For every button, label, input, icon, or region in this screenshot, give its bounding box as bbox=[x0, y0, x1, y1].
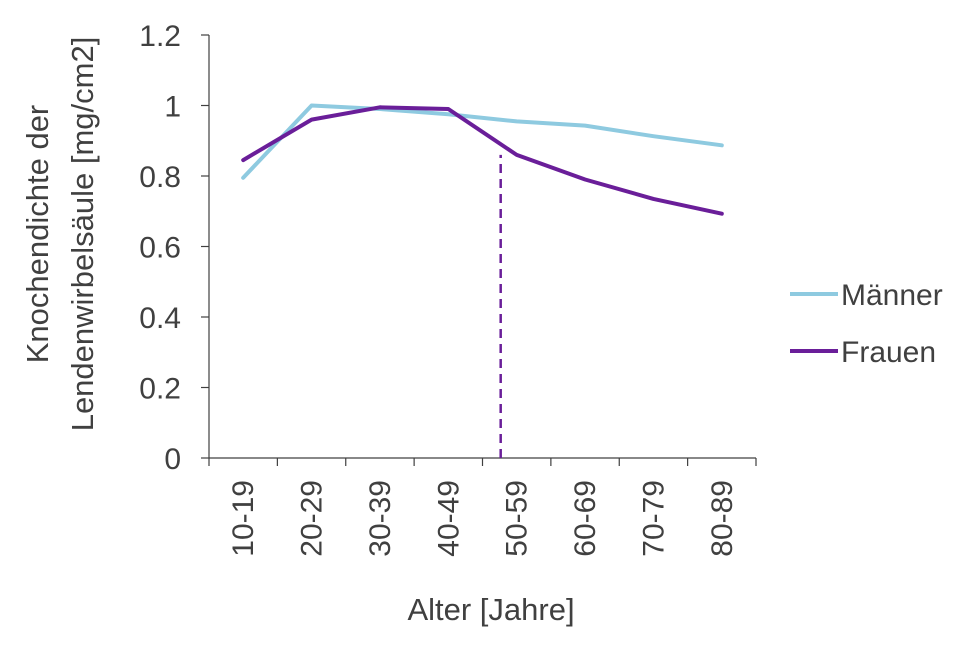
legend: Männer Frauen bbox=[790, 279, 943, 369]
x-tick-label: 40-49 bbox=[432, 480, 465, 557]
y-axis-title-line2: Lendenwirbelsäule [mg/cm2] bbox=[65, 37, 100, 432]
x-axis: 10-19 20-29 30-39 40-49 50-59 60-69 70-79 80-89 bbox=[208, 457, 757, 557]
legend-label: Männer bbox=[841, 279, 943, 312]
y-tick-label: 1.2 bbox=[139, 20, 181, 53]
y-tick-label: 0 bbox=[164, 443, 181, 476]
y-tick-label: 1 bbox=[164, 91, 181, 124]
series-lines bbox=[241, 103, 724, 216]
y-tick-label: 0.6 bbox=[139, 232, 181, 265]
y-axis: 0 0.2 0.4 0.6 0.8 1 1.2 bbox=[139, 20, 210, 476]
y-tick-label: 0.2 bbox=[139, 373, 181, 406]
x-tick-label: 20-29 bbox=[296, 480, 329, 557]
x-tick-label: 80-89 bbox=[706, 480, 739, 557]
y-tick-label: 0.8 bbox=[139, 161, 181, 194]
x-tick-label: 30-39 bbox=[364, 480, 397, 557]
axis-titles: Knochendichte der Lendenwirbelsäule [mg/c… bbox=[20, 37, 575, 627]
series-line-frauen bbox=[241, 105, 724, 216]
y-axis-title-line1: Knochendichte der bbox=[20, 105, 55, 364]
x-tick-label: 10-19 bbox=[227, 480, 260, 557]
x-tick-label: 70-79 bbox=[637, 480, 670, 557]
x-tick-label: 60-69 bbox=[569, 480, 602, 557]
legend-label: Frauen bbox=[841, 336, 936, 369]
y-tick-label: 0.4 bbox=[139, 302, 181, 335]
x-tick-label: 50-59 bbox=[501, 480, 534, 557]
series-line-maenner bbox=[241, 103, 724, 180]
x-axis-title: Alter [Jahre] bbox=[407, 592, 574, 627]
